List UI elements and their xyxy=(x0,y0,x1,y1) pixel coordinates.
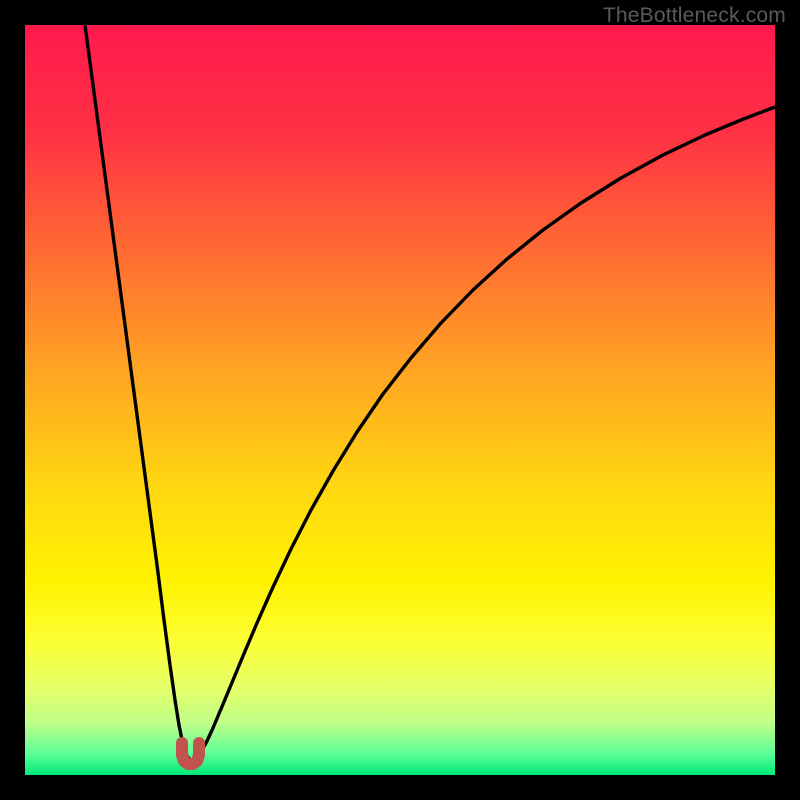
watermark-text: TheBottleneck.com xyxy=(603,4,786,28)
chart-border xyxy=(0,0,800,800)
